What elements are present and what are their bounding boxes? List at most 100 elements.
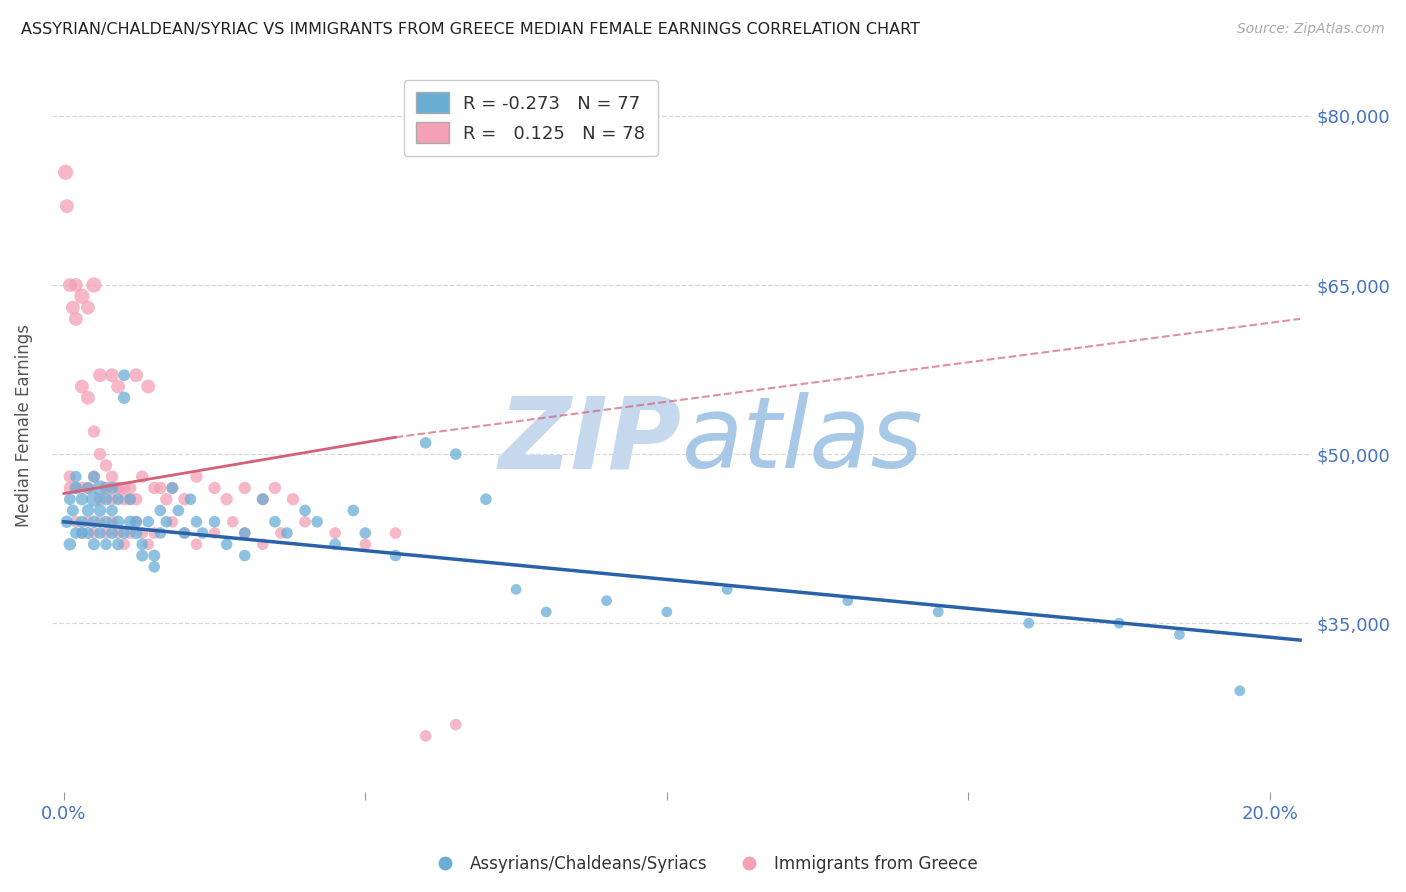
Point [131, 526, 153, 541]
Point [444, 717, 467, 731]
Point [186, 515, 208, 529]
Point [204, 526, 226, 541]
Point [107, 481, 129, 495]
Point [62, 301, 84, 315]
Point [536, 605, 558, 619]
Point [101, 481, 124, 495]
Point [101, 526, 124, 541]
Point [125, 515, 148, 529]
Point [1018, 616, 1040, 631]
Point [125, 368, 148, 383]
Point [70, 526, 93, 541]
Point [191, 526, 214, 541]
Point [59, 481, 82, 495]
Point [56, 199, 79, 213]
Point [101, 515, 124, 529]
Point [252, 492, 274, 507]
Point [136, 379, 159, 393]
Point [173, 492, 195, 507]
Point [83, 537, 105, 551]
Point [77, 481, 100, 495]
Point [276, 526, 298, 541]
Point [65, 311, 87, 326]
Point [264, 515, 287, 529]
Point [149, 503, 172, 517]
Point [204, 481, 226, 495]
Point [112, 481, 135, 495]
Point [89, 481, 111, 495]
Point [505, 582, 527, 597]
Point [83, 515, 105, 529]
Point [167, 503, 190, 517]
Point [120, 492, 142, 507]
Point [112, 526, 135, 541]
Point [70, 515, 93, 529]
Point [107, 515, 129, 529]
Point [89, 515, 111, 529]
Y-axis label: Median Female Earnings: Median Female Earnings [15, 325, 32, 527]
Point [77, 515, 100, 529]
Point [107, 379, 129, 393]
Point [55, 165, 77, 179]
Point [162, 515, 184, 529]
Point [65, 481, 87, 495]
Legend: Assyrians/Chaldeans/Syriacs, Immigrants from Greece: Assyrians/Chaldeans/Syriacs, Immigrants … [422, 848, 984, 880]
Point [179, 492, 201, 507]
Point [62, 503, 84, 517]
Point [77, 481, 100, 495]
Point [143, 559, 166, 574]
Point [112, 368, 135, 383]
Point [149, 526, 172, 541]
Point [77, 391, 100, 405]
Point [323, 526, 346, 541]
Point [415, 435, 437, 450]
Point [1168, 627, 1191, 641]
Point [59, 492, 82, 507]
Text: ASSYRIAN/CHALDEAN/SYRIAC VS IMMIGRANTS FROM GREECE MEDIAN FEMALE EARNINGS CORREL: ASSYRIAN/CHALDEAN/SYRIAC VS IMMIGRANTS F… [21, 22, 920, 37]
Point [131, 537, 153, 551]
Point [70, 492, 93, 507]
Point [155, 515, 177, 529]
Point [136, 537, 159, 551]
Point [65, 515, 87, 529]
Point [107, 537, 129, 551]
Point [89, 492, 111, 507]
Point [252, 537, 274, 551]
Point [384, 526, 406, 541]
Point [215, 537, 238, 551]
Point [143, 549, 166, 563]
Text: atlas: atlas [682, 392, 924, 489]
Point [354, 537, 377, 551]
Point [56, 515, 79, 529]
Point [101, 368, 124, 383]
Point [233, 526, 256, 541]
Point [101, 503, 124, 517]
Point [131, 469, 153, 483]
Point [136, 515, 159, 529]
Point [444, 447, 467, 461]
Point [112, 537, 135, 551]
Point [94, 526, 117, 541]
Point [83, 425, 105, 439]
Point [215, 492, 238, 507]
Point [101, 492, 124, 507]
Point [233, 526, 256, 541]
Point [65, 278, 87, 293]
Point [59, 537, 82, 551]
Point [94, 458, 117, 473]
Point [162, 481, 184, 495]
Point [89, 503, 111, 517]
Point [294, 503, 316, 517]
Point [59, 278, 82, 293]
Point [252, 492, 274, 507]
Point [112, 391, 135, 405]
Point [70, 481, 93, 495]
Point [107, 492, 129, 507]
Point [264, 481, 287, 495]
Point [83, 469, 105, 483]
Point [89, 368, 111, 383]
Point [204, 515, 226, 529]
Point [143, 526, 166, 541]
Point [83, 526, 105, 541]
Point [94, 537, 117, 551]
